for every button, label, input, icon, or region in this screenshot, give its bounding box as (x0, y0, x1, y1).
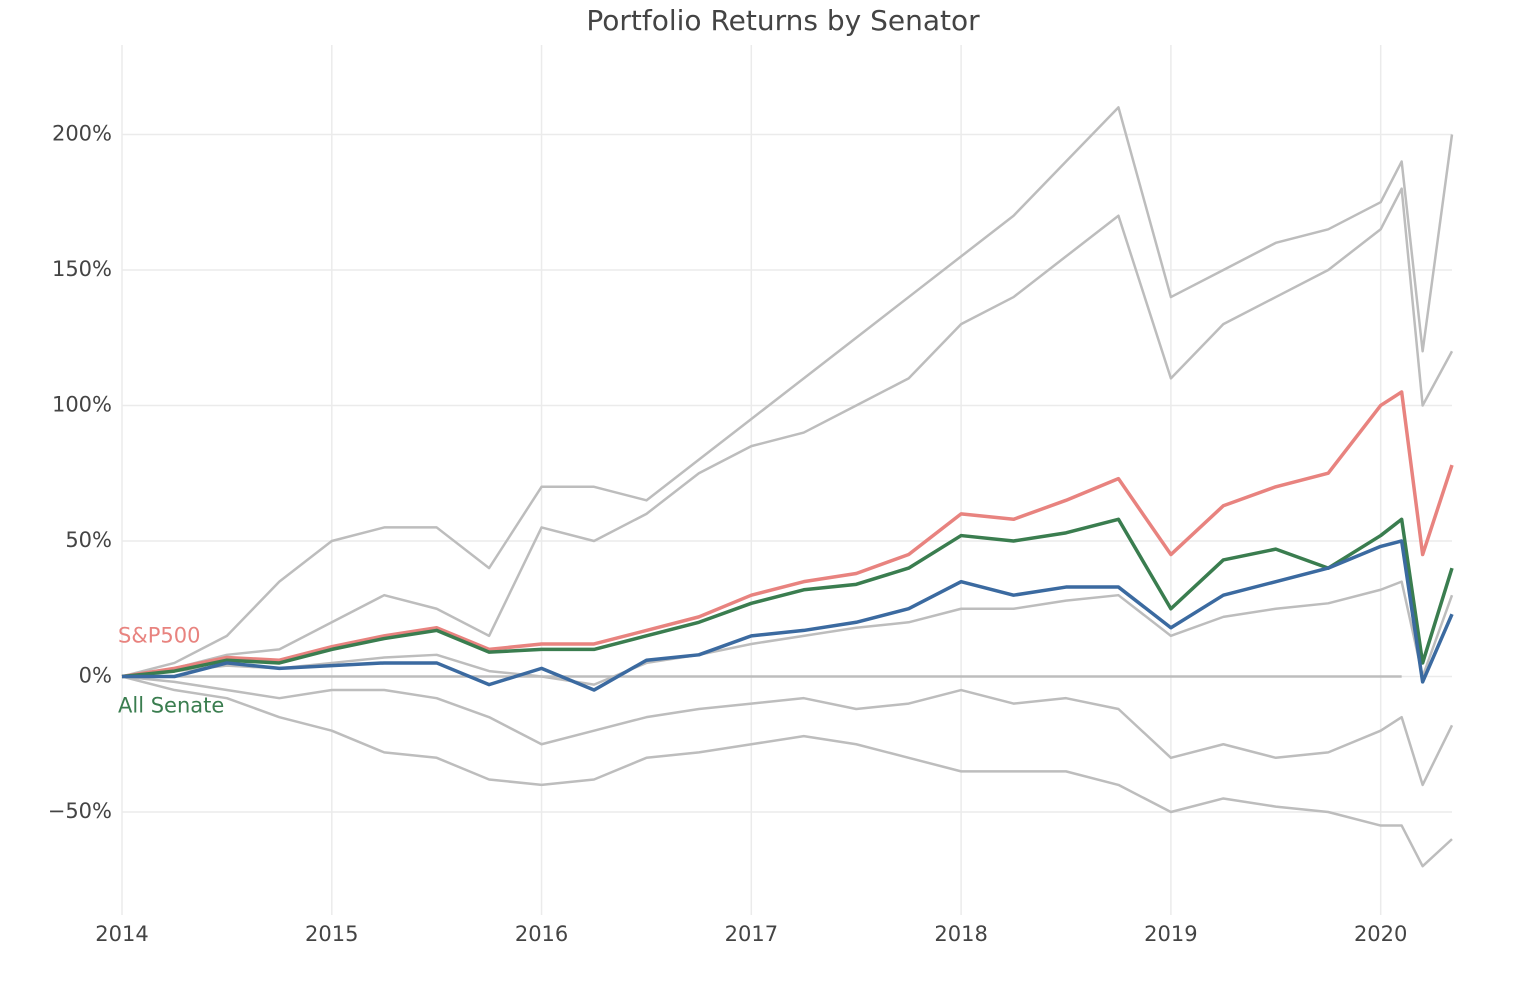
y-tick-label: 100% (52, 392, 112, 416)
series-label: All Senate (118, 693, 224, 717)
series-line (121, 187, 1454, 678)
series-line (121, 390, 1454, 679)
x-tick-label: 2020 (1354, 922, 1407, 946)
series-line (122, 539, 1454, 692)
x-tick-label: 2017 (725, 922, 778, 946)
x-tick-label: 2018 (934, 922, 987, 946)
series-line (121, 106, 1454, 678)
series-line (121, 675, 1454, 787)
y-tick-label: 0% (79, 663, 112, 687)
y-tick-label: 200% (52, 121, 112, 145)
x-tick-label: 2019 (1144, 922, 1197, 946)
series-line (121, 517, 1454, 679)
y-tick-label: −50% (48, 799, 112, 823)
y-tick-label: 150% (52, 257, 112, 281)
chart-title: Portfolio Returns by Senator (586, 4, 980, 37)
x-tick-label: 2015 (305, 922, 358, 946)
series-line (121, 580, 1454, 686)
x-tick-label: 2014 (95, 922, 148, 946)
x-tick-label: 2016 (515, 922, 568, 946)
y-tick-label: 50% (65, 528, 112, 552)
series-line (121, 675, 1453, 868)
series-label: S&P500 (118, 623, 200, 647)
